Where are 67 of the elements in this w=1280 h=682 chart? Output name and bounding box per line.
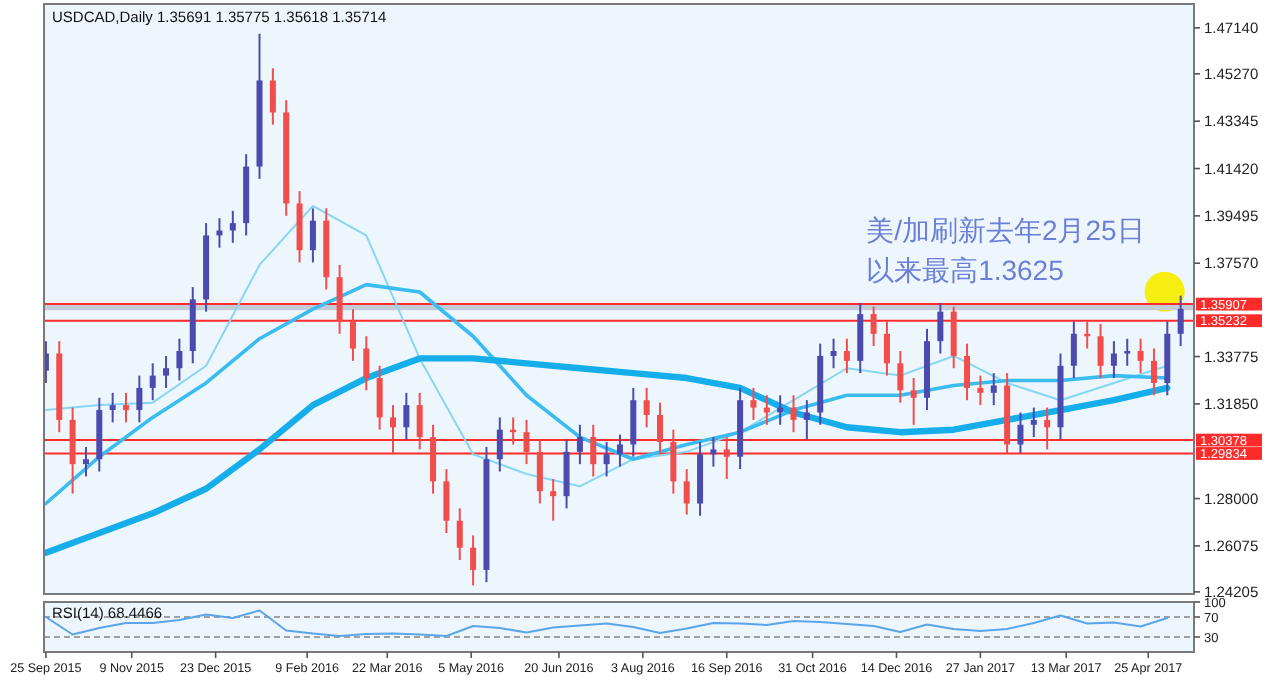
candlestick	[336, 263, 343, 335]
candlestick	[269, 67, 276, 126]
candlestick	[390, 404, 397, 456]
candlestick	[616, 433, 623, 468]
annotation: 美/加刷新去年2月25日以来最高1.3625	[866, 213, 1145, 286]
candlestick	[950, 305, 957, 370]
candlestick	[643, 386, 650, 429]
candlestick	[843, 337, 850, 375]
candlestick	[977, 374, 984, 407]
candlestick	[683, 468, 690, 516]
candlestick	[1017, 411, 1024, 455]
candlestick	[897, 350, 904, 404]
candlestick	[536, 438, 543, 505]
candlestick	[109, 391, 116, 424]
candlestick	[229, 209, 236, 244]
candlestick	[123, 391, 130, 424]
candlestick	[670, 428, 677, 495]
candlestick	[630, 386, 637, 458]
candlestick	[790, 394, 797, 434]
candlestick	[563, 438, 570, 510]
candlestick	[296, 190, 303, 264]
candlestick	[430, 423, 437, 495]
line-series	[44, 204, 1169, 488]
candlestick	[1177, 294, 1184, 348]
candlestick	[590, 423, 597, 478]
candlestick	[163, 354, 170, 389]
candlestick	[470, 534, 477, 587]
candlestick	[870, 305, 877, 348]
candlestick	[1044, 406, 1051, 451]
candlestick	[803, 399, 810, 441]
candlestick	[1137, 337, 1144, 375]
candlestick	[69, 406, 76, 495]
candlestick	[456, 507, 463, 562]
candlestick	[710, 436, 717, 468]
candlestick	[550, 477, 557, 522]
candlestick	[376, 364, 383, 431]
candlestick	[1097, 322, 1104, 380]
candlestick	[136, 374, 143, 424]
candlestick	[1030, 406, 1037, 439]
candlestick	[937, 302, 944, 355]
line-series	[44, 609, 1169, 637]
candlestick	[149, 362, 156, 402]
candlestick	[496, 416, 503, 473]
candlestick	[309, 207, 316, 264]
candlestick	[883, 320, 890, 377]
candlestick	[176, 337, 183, 382]
candlestick	[82, 445, 89, 478]
candlestick	[349, 308, 356, 362]
candlestick	[403, 391, 410, 441]
line-series	[44, 282, 1170, 506]
candlestick	[910, 377, 917, 426]
candlestick	[603, 441, 610, 478]
candlestick	[523, 418, 530, 466]
candlestick	[576, 423, 583, 466]
candlestick	[1150, 347, 1157, 397]
candlestick	[830, 337, 837, 370]
candlestick	[750, 386, 757, 421]
candlestick	[656, 401, 664, 456]
candlestick	[363, 335, 370, 392]
candlestick	[964, 342, 971, 402]
candlestick	[990, 372, 997, 407]
candlestick	[1110, 340, 1117, 380]
candlestick	[723, 436, 730, 480]
candlestick	[443, 468, 450, 535]
candlestick	[416, 391, 423, 451]
candlestick	[857, 302, 864, 375]
candlestick	[1070, 320, 1077, 380]
